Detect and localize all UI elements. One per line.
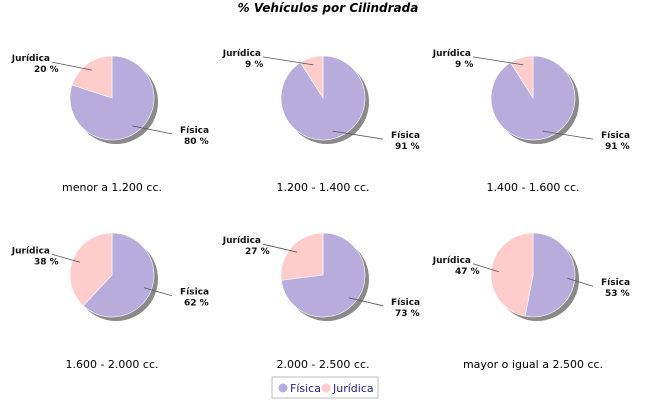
label-leader-line: [472, 56, 524, 66]
legend-marker-juridica: [321, 383, 331, 393]
label-leader-line: [143, 287, 173, 297]
slice-value-label: 80 %: [184, 137, 209, 147]
slice-name-label: Jurídica: [222, 49, 261, 59]
slice-value-label: 53 %: [605, 289, 630, 299]
slice-value-label: 38 %: [34, 257, 59, 267]
label-leader-line: [51, 61, 92, 71]
slice-name-label: Física: [180, 126, 209, 136]
slice-value-label: 91 %: [605, 142, 630, 152]
slice-value-label: 9 %: [245, 60, 263, 70]
pie-slice-juridica: [71, 55, 113, 99]
pie-category-label: 1.200 - 1.400 cc.: [276, 181, 369, 194]
label-leader-line: [262, 56, 314, 66]
slice-name-label: Jurídica: [432, 49, 471, 59]
pie-category-label: 1.400 - 1.600 cc.: [486, 181, 579, 194]
slice-name-label: Jurídica: [11, 54, 50, 64]
label-leader-line: [567, 277, 594, 287]
pie-slice-fisica: [82, 232, 155, 318]
slice-value-label: 20 %: [34, 65, 59, 75]
slice-value-label: 9 %: [455, 60, 473, 70]
label-leader-line: [348, 297, 384, 307]
slice-name-label: Jurídica: [11, 246, 50, 256]
slice-value-label: 47 %: [455, 267, 480, 277]
slice-name-label: Física: [601, 278, 630, 288]
legend-label-juridica: Jurídica: [332, 382, 374, 395]
label-leader-line: [51, 253, 81, 263]
slice-name-label: Física: [391, 131, 420, 141]
label-leader-line: [542, 130, 594, 140]
slice-value-label: 73 %: [395, 309, 420, 319]
slice-value-label: 62 %: [184, 299, 209, 309]
legend: Física Jurídica: [271, 376, 379, 399]
pie-category-label: mayor o igual a 2.500 cc.: [463, 358, 603, 371]
pie-category-label: menor a 1.200 cc.: [62, 181, 162, 194]
slice-value-label: 27 %: [245, 247, 270, 257]
pie-slice-juridica: [69, 232, 113, 307]
slice-value-label: 91 %: [395, 142, 420, 152]
chart-title: % Vehículos por Cilindrada: [238, 1, 419, 15]
label-leader-line: [262, 243, 298, 253]
pie-slice-juridica: [490, 232, 534, 317]
label-leader-line: [472, 263, 499, 273]
label-leader-line: [132, 125, 173, 135]
slice-name-label: Física: [601, 131, 630, 141]
pie-category-label: 1.600 - 2.000 cc.: [65, 358, 158, 371]
pie-slice-fisica: [524, 232, 576, 318]
slice-name-label: Jurídica: [432, 256, 471, 266]
slice-name-label: Jurídica: [222, 236, 261, 246]
pie-slice-juridica: [280, 232, 324, 281]
legend-marker-fisica: [278, 383, 288, 393]
slice-name-label: Física: [391, 298, 420, 308]
pie-category-label: 2.000 - 2.500 cc.: [276, 358, 369, 371]
legend-label-fisica: Física: [290, 382, 321, 395]
slice-name-label: Física: [180, 288, 209, 298]
label-leader-line: [332, 130, 384, 140]
